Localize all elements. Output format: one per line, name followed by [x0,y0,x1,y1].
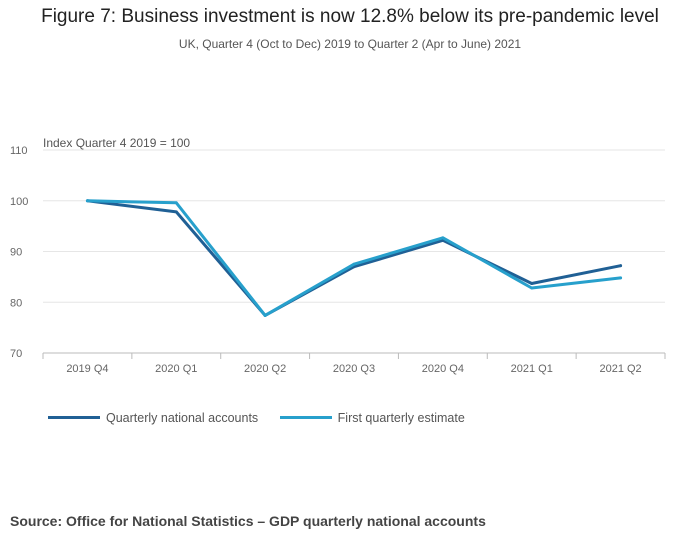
data-point-series-2-2020-q4 [441,236,445,240]
data-point-series-1-2021-q1 [530,282,534,285]
source-note: Source: Office for National Statistics –… [10,513,486,529]
line-chart: 70 80 90 100 110 2019 Q4 2020 Q1 2020 Q2 2020 Q3… [10,145,666,375]
x-tick-label-2020-q2: 2020 Q2 [244,363,286,375]
data-point-series-2-2020-q2 [263,314,267,317]
data-point-series-1-2020-q1 [174,210,178,214]
series-line-2 [85,199,623,317]
x-tick-label-2021-q1: 2021 Q1 [511,363,553,375]
y-tick-label-80: 80 [10,297,22,309]
legend-swatch-series-2 [279,416,332,419]
chart-subtitle: UK, Quarter 4 (Oct to Dec) 2019 to Quart… [178,37,522,51]
x-tick-label-2021-q2: 2021 Q2 [599,363,641,375]
legend-item-first-quarterly-estimate[interactable]: First quarterly estimate [279,410,465,425]
y-axis-label: Index Quarter 4 2019 = 100 [43,136,191,150]
chart-title: Figure 7: Business investment is now 12.… [41,6,659,27]
y-tick-label-90: 90 [10,247,22,259]
y-tick-label-70: 70 [10,348,22,360]
y-tick-label-110: 110 [10,145,28,157]
y-tick-label-100: 100 [10,196,28,208]
legend-label-series-1: Quarterly national accounts [106,410,259,425]
x-tick-label-2020-q3: 2020 Q3 [333,363,375,375]
data-point-series-1-2021-q2 [619,264,622,268]
legend-swatch-series-1 [48,416,100,419]
data-point-series-2-2020-q3 [352,262,356,266]
data-point-series-2-2021-q2 [619,276,622,280]
data-point-series-2-2020-q1 [174,201,178,205]
legend: Quarterly national accounts First quarte… [48,408,483,425]
legend-item-quarterly-national-accounts[interactable]: Quarterly national accounts [48,411,258,425]
x-tick-label-2019-q4: 2019 Q4 [66,363,108,375]
legend-label-series-2: First quarterly estimate [337,410,465,425]
x-tick-label-2020-q4: 2020 Q4 [422,363,464,375]
series-line-1 [85,199,623,317]
data-point-series-2-2019-q4 [86,199,89,203]
x-tick-label-2020-q1: 2020 Q1 [155,363,197,375]
data-point-series-2-2021-q1 [530,286,534,290]
